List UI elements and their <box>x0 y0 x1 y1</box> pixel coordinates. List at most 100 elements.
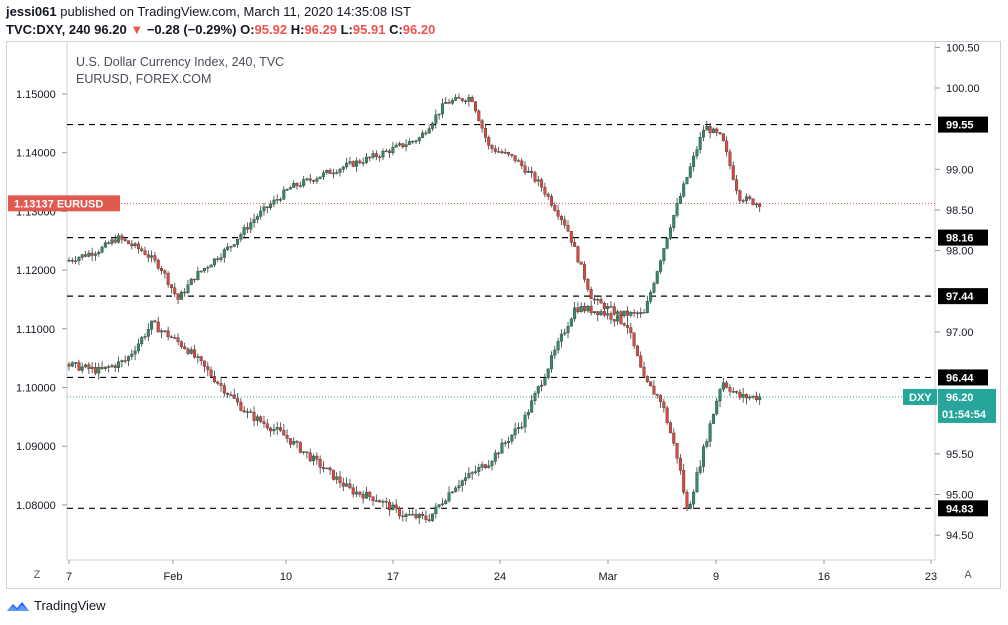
eurusd-candle <box>665 238 669 249</box>
eurusd-candle <box>239 234 243 240</box>
eurusd-candle <box>90 252 94 256</box>
dxy-candle <box>239 401 243 411</box>
eurusd-candle <box>642 312 646 314</box>
dxy-candle <box>711 413 715 424</box>
right-axis-tick-label: 95.50 <box>946 449 974 461</box>
dxy-candle <box>401 515 405 518</box>
eurusd-candle <box>123 239 127 241</box>
dxy-candle <box>645 376 649 382</box>
eurusd-candle <box>325 169 329 173</box>
time-axis-tick-label: 10 <box>280 571 292 583</box>
eurusd-candle <box>196 271 200 280</box>
dxy-candle <box>473 471 477 473</box>
eurusd-candle <box>536 179 540 182</box>
publisher-username[interactable]: jessi061 <box>6 4 57 19</box>
dxy-candle <box>394 504 398 509</box>
eurusd-candle <box>490 145 494 149</box>
dxy-candle <box>622 323 626 326</box>
dxy-candle <box>626 325 630 328</box>
eurusd-candle <box>516 160 520 162</box>
dxy-candle <box>404 514 408 518</box>
time-axis-tick-label: Feb <box>164 571 183 583</box>
eurusd-candle <box>464 100 468 103</box>
dxy-candle <box>695 472 699 493</box>
dxy-candle <box>126 356 130 361</box>
eurusd-candle <box>97 252 101 255</box>
eurusd-candle <box>500 151 504 154</box>
dxy-candle <box>226 392 230 395</box>
dxy-candle <box>497 452 501 455</box>
eurusd-candle <box>421 132 425 138</box>
left-axis-tick-label: 1.12000 <box>16 265 56 277</box>
dxy-candle <box>407 514 411 516</box>
eurusd-candle <box>226 246 230 250</box>
eurusd-candle <box>312 180 316 182</box>
dxy-candle <box>440 503 444 505</box>
time-axis-tick-label: 16 <box>818 571 830 583</box>
dxy-candle <box>206 366 210 371</box>
symbol-info-line: TVC:DXY, 240 96.20 ▼ −0.28 (−0.29%) O:95… <box>6 22 435 37</box>
dxy-candle <box>682 470 686 493</box>
left-axis-tick-label: 1.14000 <box>16 148 56 160</box>
eurusd-candle <box>351 161 355 167</box>
eurusd-candle <box>328 169 332 174</box>
dxy-candle <box>163 330 167 332</box>
dxy-candle <box>434 506 438 514</box>
dxy-candle <box>242 410 246 413</box>
level-price-tag <box>938 500 988 517</box>
dxy-candle <box>77 362 81 371</box>
eurusd-candle <box>692 155 696 167</box>
dxy-candle <box>688 503 692 509</box>
eurusd-candle <box>698 137 702 150</box>
auto-scale-button[interactable]: A <box>964 569 972 581</box>
eurusd-candle <box>93 253 97 256</box>
eurusd-candle <box>424 132 428 135</box>
low-label: L: <box>340 22 353 37</box>
dxy-candle <box>460 480 464 486</box>
eurusd-candle <box>586 279 590 290</box>
chart-frame[interactable] <box>6 41 1001 589</box>
eurusd-candle <box>735 179 739 191</box>
dxy-candle <box>285 435 289 439</box>
left-axis-tick-label: 1.08000 <box>16 500 56 512</box>
dxy-candle <box>424 515 428 520</box>
dxy-candle <box>222 385 226 394</box>
dxy-candle <box>738 391 742 398</box>
eurusd-candle <box>447 102 451 104</box>
eurusd-candle <box>335 172 339 174</box>
eurusd-candle <box>110 239 114 244</box>
dxy-candle <box>259 416 263 422</box>
eurusd-candle <box>626 310 630 316</box>
eurusd-candle <box>146 254 150 258</box>
eurusd-candle <box>345 162 349 168</box>
eurusd-candle <box>107 242 111 244</box>
publisher-line: jessi061 published on TradingView.com, M… <box>6 4 411 19</box>
dxy-candle <box>444 500 448 504</box>
eurusd-candle <box>259 210 263 217</box>
dxy-candle <box>93 367 97 374</box>
eurusd-candle <box>87 252 91 257</box>
dxy-candle <box>219 383 223 386</box>
eurusd-candle <box>467 97 471 102</box>
time-axis-tick-label: 24 <box>494 571 506 583</box>
dxy-candle <box>110 365 114 368</box>
dxy-candle <box>312 455 316 462</box>
eurusd-candle <box>589 289 593 300</box>
dxy-candle <box>74 362 78 364</box>
left-axis-tick-label: 1.10000 <box>16 383 56 395</box>
eurusd-candle <box>186 284 190 293</box>
dxy-candle <box>414 514 418 519</box>
eurusd-candle <box>348 161 352 164</box>
eurusd-candle <box>758 203 762 207</box>
eurusd-candle <box>645 301 649 314</box>
dxy-candle <box>153 320 157 323</box>
dxy-candle <box>355 491 359 495</box>
footer-brand[interactable]: TradingView <box>6 598 106 613</box>
brand-name: TradingView <box>34 598 106 613</box>
dxy-candle <box>103 366 107 369</box>
dxy-candle <box>70 362 74 367</box>
zoom-button[interactable]: Z <box>33 569 41 581</box>
dxy-candle <box>751 395 755 398</box>
dxy-candle <box>642 366 646 377</box>
